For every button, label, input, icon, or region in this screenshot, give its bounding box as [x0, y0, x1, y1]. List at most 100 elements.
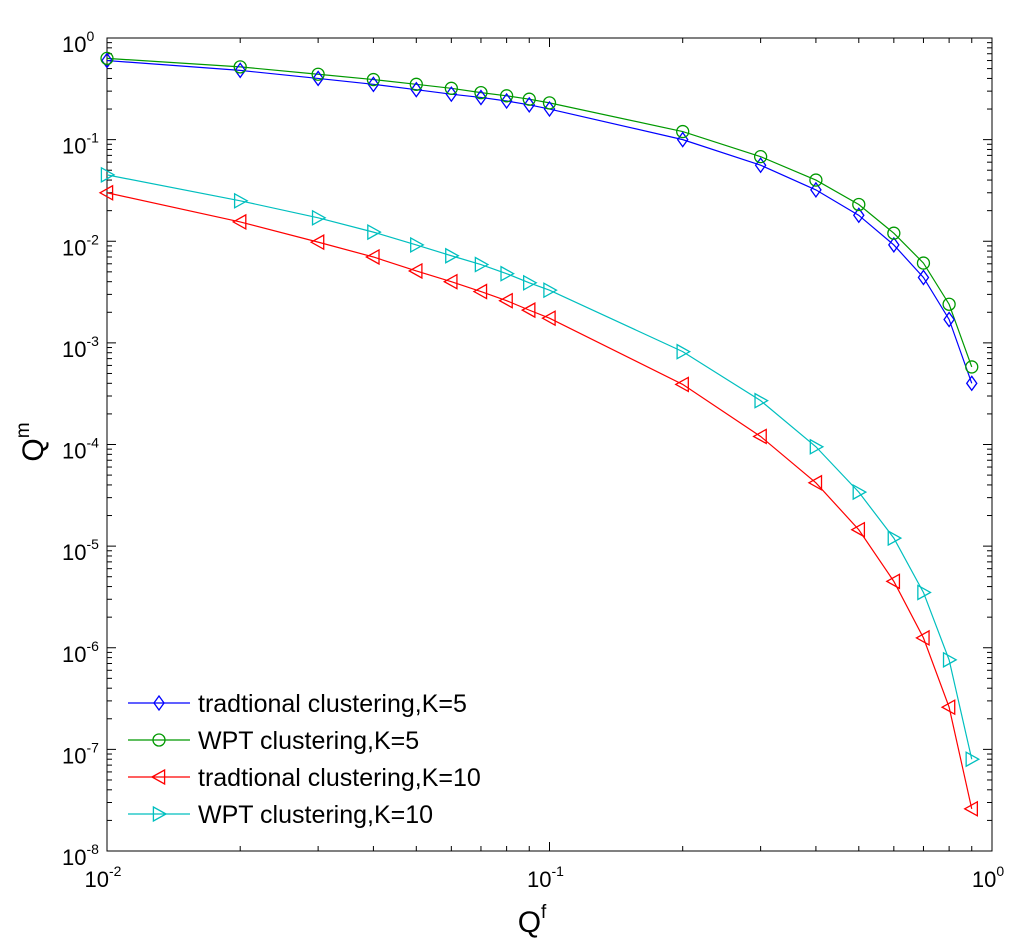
legend-entry-label: WPT clustering,K=5 — [198, 727, 419, 755]
data-point-series-2 — [474, 85, 488, 100]
data-point-series-4 — [942, 651, 958, 668]
data-point-series-4 — [543, 282, 558, 299]
data-point-series-1 — [410, 81, 423, 98]
data-point-series-1 — [543, 100, 556, 118]
data-point-series-4 — [474, 256, 490, 273]
data-point-series-1 — [917, 269, 930, 286]
data-point-series-1 — [312, 70, 324, 87]
data-point-series-3 — [442, 273, 458, 290]
y-tick-label: 10-5 — [62, 536, 99, 565]
legend-marker — [153, 694, 165, 712]
y-tick-label: 10-3 — [62, 333, 99, 362]
y-tick-label: 10-8 — [62, 841, 99, 870]
axis-ticks: 10-2 10-1 100 100 10-1 10-2 10-3 10-4 10-5 10-6 10… — [62, 28, 1004, 892]
data-point-series-4 — [445, 247, 460, 264]
data-point-series-3 — [365, 248, 380, 266]
data-point-series-2 — [100, 51, 114, 66]
data-point-series-3 — [309, 234, 325, 251]
data-point-series-1 — [234, 62, 247, 79]
data-point-series-3 — [850, 521, 866, 538]
legend-marker — [152, 805, 168, 823]
x-tick-label: 10-2 — [85, 863, 122, 892]
data-point-series-2 — [542, 96, 557, 110]
legend-entry-label: WPT clustering,K=10 — [198, 801, 433, 829]
data-point-series-2 — [809, 173, 823, 187]
data-point-series-2 — [887, 226, 901, 240]
data-point-series-4 — [676, 343, 692, 360]
data-point-series-3 — [472, 283, 488, 300]
data-point-series-2 — [753, 149, 768, 164]
data-point-series-2 — [311, 67, 325, 81]
data-point-series-4 — [809, 438, 825, 455]
y-tick-label: 10-1 — [62, 130, 99, 159]
data-point-series-3 — [915, 629, 930, 647]
data-point-series-4 — [410, 236, 425, 254]
legend-entry-label: tradtional clustering,K=5 — [198, 690, 467, 718]
data-point-series-1 — [887, 236, 900, 254]
y-tick-label: 10-7 — [62, 739, 99, 768]
series-line-1 — [106, 59, 973, 384]
x-tick-label: 100 — [972, 863, 1004, 892]
y-tick-label: 10-6 — [62, 638, 99, 667]
data-point-series-3 — [231, 213, 247, 231]
data-point-series-3 — [752, 428, 767, 445]
y-tick-label: 10-2 — [62, 231, 99, 260]
data-point-series-3 — [940, 699, 956, 716]
data-point-series-3 — [520, 302, 536, 319]
data-point-series-4 — [100, 166, 116, 183]
data-point-series-1 — [943, 311, 955, 328]
data-point-series-2 — [942, 297, 956, 311]
series-line-4 — [106, 174, 973, 760]
data-point-series-4 — [367, 224, 382, 241]
data-point-series-3 — [541, 310, 556, 327]
data-point-series-1 — [852, 207, 865, 224]
data-point-series-4 — [965, 751, 981, 768]
data-point-series-1 — [445, 86, 458, 103]
data-point-series-2 — [444, 81, 458, 95]
data-point-series-3 — [674, 376, 689, 393]
series-markers — [98, 51, 981, 817]
data-point-series-3 — [498, 292, 513, 309]
data-point-series-1 — [500, 92, 513, 110]
data-point-series-2 — [965, 360, 979, 374]
series-line-3 — [106, 192, 973, 809]
data-point-series-1 — [367, 76, 380, 93]
legend-entry-label: tradtional clustering,K=10 — [198, 764, 481, 792]
data-point-series-3 — [98, 184, 114, 201]
data-point-series-2 — [366, 72, 381, 87]
data-point-series-1 — [810, 181, 822, 199]
x-tick-label: 10-1 — [527, 863, 564, 892]
data-point-series-4 — [754, 392, 769, 409]
y-axis-label: Qm — [13, 422, 50, 461]
data-point-series-4 — [311, 209, 327, 226]
data-point-series-3 — [963, 800, 979, 817]
y-tick-label: 10-4 — [62, 435, 99, 464]
data-point-series-1 — [101, 52, 113, 69]
data-point-series-2 — [852, 197, 866, 212]
data-point-series-2 — [233, 60, 247, 74]
data-point-series-2 — [409, 77, 423, 91]
x-axis-label: Qf — [518, 902, 547, 939]
data-point-series-4 — [523, 274, 538, 291]
y-tick-label: 100 — [62, 28, 94, 57]
legend-marker — [150, 768, 166, 786]
data-point-series-1 — [754, 157, 767, 174]
data-point-series-1 — [475, 89, 487, 106]
data-point-series-2 — [499, 89, 514, 103]
data-point-series-2 — [676, 124, 690, 139]
data-point-series-4 — [233, 192, 249, 209]
data-point-series-3 — [885, 573, 901, 590]
data-point-series-2 — [916, 256, 931, 270]
data-point-series-3 — [407, 262, 423, 280]
legend-marker — [152, 733, 166, 747]
legend: tradtional clustering,K=5 WPT clustering,… — [128, 690, 481, 829]
data-point-series-1 — [965, 375, 978, 392]
data-point-series-4 — [887, 529, 903, 547]
data-point-series-4 — [500, 265, 515, 282]
data-point-series-4 — [917, 584, 932, 601]
series-line-2 — [106, 57, 973, 368]
series-lines — [106, 57, 973, 809]
data-point-series-4 — [852, 484, 868, 501]
plot-area — [106, 37, 993, 852]
